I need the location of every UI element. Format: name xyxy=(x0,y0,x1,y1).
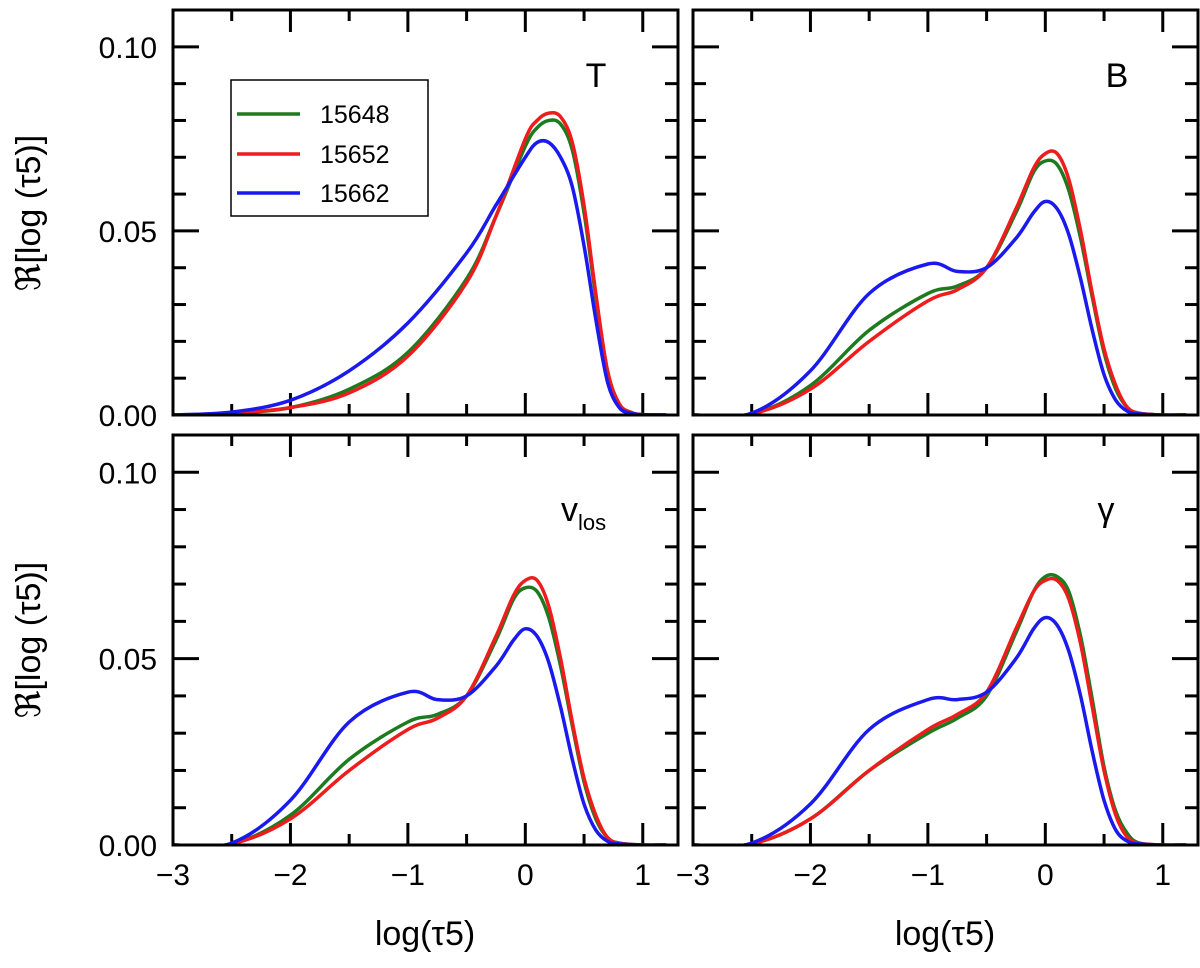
x-axis-title: log(τ5) xyxy=(895,915,995,953)
tick-labels: 0.00 0.05 0.10 xyxy=(99,32,157,433)
series-line-15662 xyxy=(173,626,667,845)
plot-frame xyxy=(691,8,1200,417)
plot-frame xyxy=(691,433,1200,847)
x-tick-label: 1 xyxy=(1154,859,1171,892)
tick-labels: −3 −2 −1 0 1 xyxy=(676,859,1171,892)
x-tick-label: −2 xyxy=(273,859,307,892)
x-tick-label: −1 xyxy=(911,859,945,892)
y-tick-label: 0.00 xyxy=(99,830,157,863)
series-line-15652 xyxy=(173,110,667,415)
series-lines xyxy=(693,573,1187,845)
series-line-15662 xyxy=(173,138,667,415)
x-tick-label: −1 xyxy=(391,859,425,892)
x-tick-label: −2 xyxy=(793,859,827,892)
tick-labels: −3 −2 −1 0 1 0.00 0.05 0.10 xyxy=(99,457,652,892)
axis-ticks xyxy=(691,435,1198,847)
series-line-15652 xyxy=(693,149,1187,415)
x-tick-label: −3 xyxy=(156,859,190,892)
x-axis-title: log(τ5) xyxy=(375,915,475,953)
series-lines xyxy=(693,149,1187,415)
y-tick-label: 0.00 xyxy=(99,400,157,433)
panel-label-vlos-sub: los xyxy=(578,510,606,535)
y-tick-label: 0.05 xyxy=(99,644,157,677)
panel-magnetic-field: B xyxy=(691,8,1200,417)
panel-label-b: B xyxy=(1106,57,1129,95)
series-line-15662 xyxy=(693,615,1187,845)
legend-label-15662: 15662 xyxy=(320,180,390,208)
series-lines xyxy=(173,110,667,415)
series-line-15652 xyxy=(693,576,1187,845)
panel-label-vlos: vlos xyxy=(561,491,606,535)
legend-label-15648: 15648 xyxy=(320,101,390,129)
y-axis-title: ℜ[log (τ5)] xyxy=(10,562,48,718)
panel-label-gamma: γ xyxy=(1098,491,1115,529)
axis-ticks xyxy=(171,435,678,847)
x-tick-label: 0 xyxy=(517,859,534,892)
y-tick-label: 0.05 xyxy=(99,216,157,249)
axis-ticks xyxy=(171,10,678,417)
panel-label-vlos-main: v xyxy=(561,491,578,529)
legend: 15648 15652 15662 xyxy=(230,79,429,217)
y-tick-label: 0.10 xyxy=(99,32,157,65)
panel-temperature: 0.00 0.05 0.10 T ℜ[log (τ5)] 15648 15652 1… xyxy=(10,8,680,433)
series-line-15662 xyxy=(693,199,1187,415)
panel-inclination: −3 −2 −1 0 1 γ log(τ5) xyxy=(676,433,1200,953)
panel-label-t: T xyxy=(586,57,607,95)
series-line-15652 xyxy=(173,576,667,845)
panel-los-velocity: −3 −2 −1 0 1 0.00 0.05 0.10 vlos ℜ[log (τ5)] lo… xyxy=(10,433,680,953)
x-tick-label: −3 xyxy=(676,859,710,892)
legend-label-15652: 15652 xyxy=(320,141,390,169)
series-lines xyxy=(173,576,667,845)
plot-frame xyxy=(171,8,680,417)
x-tick-label: 0 xyxy=(1037,859,1054,892)
y-tick-label: 0.10 xyxy=(99,457,157,490)
y-axis-title: ℜ[log (τ5)] xyxy=(10,135,48,291)
x-tick-label: 1 xyxy=(634,859,651,892)
plot-frame xyxy=(171,433,680,847)
